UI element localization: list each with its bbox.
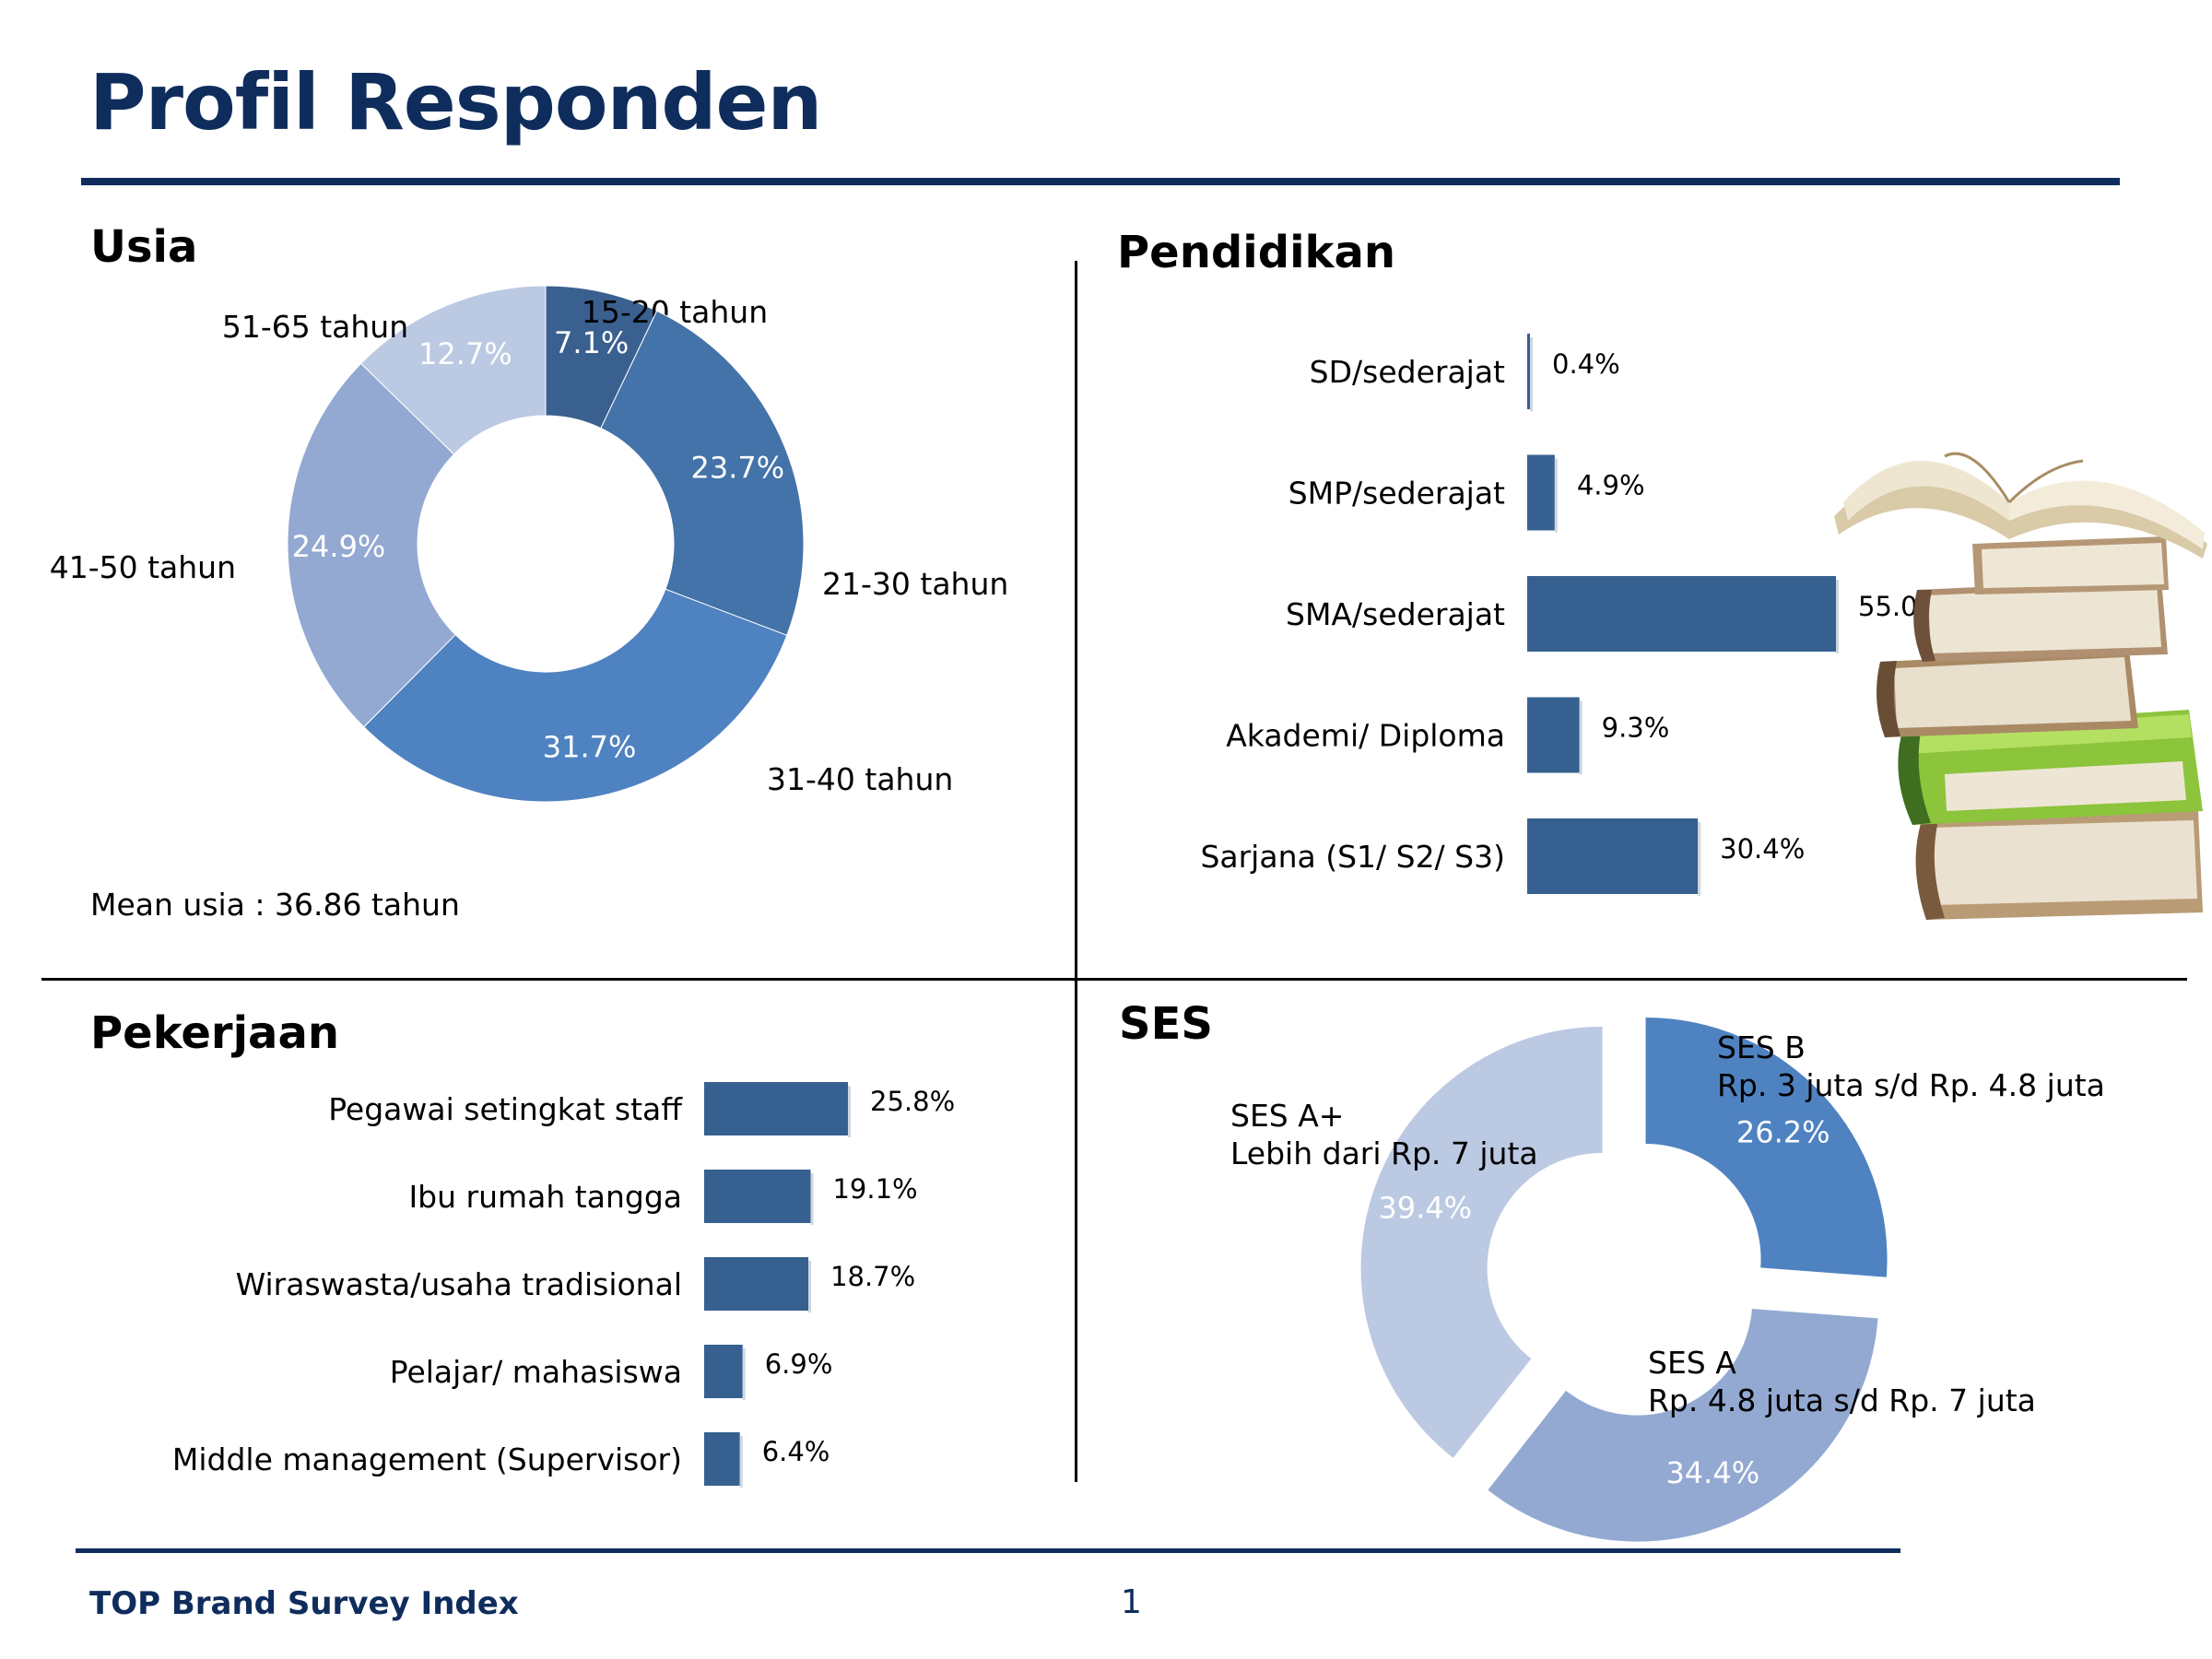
- section-title-usia: Usia: [90, 221, 198, 273]
- pekerjaan-bar: [704, 1345, 743, 1398]
- pekerjaan-data-label: 19.1%: [832, 1173, 917, 1205]
- usia-data-label: 7.1%: [554, 325, 629, 360]
- section-title-pekerjaan: Pekerjaan: [90, 1007, 339, 1059]
- pendidikan-bar-shadow: [1698, 822, 1701, 896]
- pekerjaan-data-label: 18.7%: [830, 1261, 915, 1292]
- ses-data-label: 34.4%: [1665, 1455, 1759, 1490]
- pekerjaan-bar: [704, 1257, 809, 1311]
- page-number: 1: [1121, 1583, 1142, 1621]
- pekerjaan-bar-shadow: [742, 1348, 746, 1400]
- ses-slice: [1645, 1017, 1888, 1277]
- pendidikan-category-label: SD/sederajat: [1310, 354, 1505, 390]
- pendidikan-bar: [1527, 454, 1555, 531]
- ses-data-label: 26.2%: [1736, 1115, 1830, 1150]
- usia-data-label: 31.7%: [543, 729, 637, 764]
- pekerjaan-data-label: 6.4%: [762, 1436, 830, 1467]
- ses-category-label: SES A+ Lebih dari Rp. 7 juta: [1230, 1098, 1538, 1171]
- pendidikan-bar-shadow: [1579, 700, 1583, 775]
- usia-category-label: 41-50 tahun: [50, 549, 236, 585]
- pendidikan-bar-shadow: [1836, 580, 1839, 653]
- ses-slice: [1488, 1309, 1878, 1542]
- pekerjaan-bar: [704, 1432, 740, 1486]
- pendidikan-bar-shadow: [1530, 337, 1533, 411]
- ses-data-label: 39.4%: [1378, 1190, 1472, 1225]
- usia-slice: [287, 362, 456, 728]
- ses-slice: [1360, 1026, 1603, 1458]
- usia-data-label: 24.9%: [292, 529, 386, 564]
- pekerjaan-bar-shadow: [808, 1261, 812, 1312]
- pekerjaan-data-label: 6.9%: [765, 1348, 833, 1380]
- pendidikan-data-label: 0.4%: [1552, 348, 1620, 380]
- pendidikan-data-label: 4.9%: [1577, 470, 1645, 501]
- usia-category-label: 51-65 tahun: [222, 309, 408, 345]
- ses-donut-chart: 26.2% SES B Rp. 3 juta s/d Rp. 4.8 juta 34.…: [1230, 1017, 2105, 1542]
- usia-slice: [359, 285, 547, 455]
- ses-category-label: SES B Rp. 3 juta s/d Rp. 4.8 juta: [1717, 1030, 2105, 1103]
- mean-usia-note: Mean usia : 36.86 tahun: [90, 887, 460, 923]
- pekerjaan-bar-shadow: [739, 1436, 743, 1488]
- ses-slice-group: 26.2%: [1645, 1017, 1888, 1277]
- usia-slice: [363, 588, 788, 803]
- section-title-pendidikan: Pendidikan: [1117, 227, 1396, 278]
- pendidikan-category-label: SMA/sederajat: [1286, 596, 1505, 632]
- pekerjaan-bar: [704, 1082, 848, 1135]
- footer-brand: TOP Brand Survey Index: [89, 1585, 519, 1622]
- pendidikan-data-label: 30.4%: [1720, 833, 1805, 865]
- ses-slice-group: 39.4%: [1360, 1026, 1603, 1458]
- pekerjaan-data-label: 25.8%: [870, 1086, 955, 1117]
- pendidikan-category-label: SMP/sederajat: [1288, 476, 1505, 512]
- footer-rule: [76, 1548, 1900, 1553]
- pendidikan-bar-chart: SD/sederajat 0.4% SMP/sederajat 4.9% SMA/sed…: [1200, 334, 1943, 896]
- pekerjaan-category-label: Wiraswasta/usaha tradisional: [236, 1266, 682, 1302]
- pendidikan-category-label: Sarjana (S1/ S2/ S3): [1200, 839, 1505, 875]
- pendidikan-bar: [1527, 697, 1580, 773]
- usia-data-label: 23.7%: [691, 450, 785, 485]
- usia-category-label: 31-40 tahun: [767, 761, 953, 797]
- pendidikan-bar: [1527, 334, 1530, 409]
- usia-slice: [600, 310, 805, 636]
- pendidikan-category-label: Akademi/ Diploma: [1226, 718, 1505, 754]
- header-rule: [81, 178, 2120, 185]
- pendidikan-bar: [1527, 818, 1699, 894]
- pekerjaan-category-label: Middle management (Supervisor): [172, 1441, 682, 1477]
- books-illustration: [1834, 452, 2207, 920]
- section-title-ses: SES: [1119, 998, 1213, 1050]
- usia-category-label: 21-30 tahun: [822, 566, 1008, 602]
- horizontal-divider: [41, 978, 2187, 981]
- pekerjaan-bar-shadow: [810, 1173, 814, 1225]
- pekerjaan-bar-chart: Pegawai setingkat staff 25.8% Ibu rumah ta…: [172, 1082, 955, 1488]
- pekerjaan-category-label: Pelajar/ mahasiswa: [390, 1354, 682, 1390]
- ses-slice-group: 34.4%: [1488, 1309, 1878, 1542]
- page-title: Profil Responden: [89, 57, 822, 147]
- pekerjaan-category-label: Ibu rumah tangga: [408, 1179, 682, 1215]
- usia-data-label: 12.7%: [418, 336, 512, 371]
- pekerjaan-bar: [704, 1170, 811, 1223]
- pendidikan-bar-shadow: [1554, 458, 1558, 533]
- pekerjaan-category-label: Pegawai setingkat staff: [328, 1091, 683, 1127]
- ses-category-label: SES A Rp. 4.8 juta s/d Rp. 7 juta: [1648, 1345, 2036, 1418]
- vertical-divider: [1075, 261, 1077, 1482]
- pendidikan-bar: [1527, 576, 1836, 652]
- pendidikan-data-label: 9.3%: [1602, 712, 1670, 744]
- pekerjaan-bar-shadow: [848, 1086, 851, 1137]
